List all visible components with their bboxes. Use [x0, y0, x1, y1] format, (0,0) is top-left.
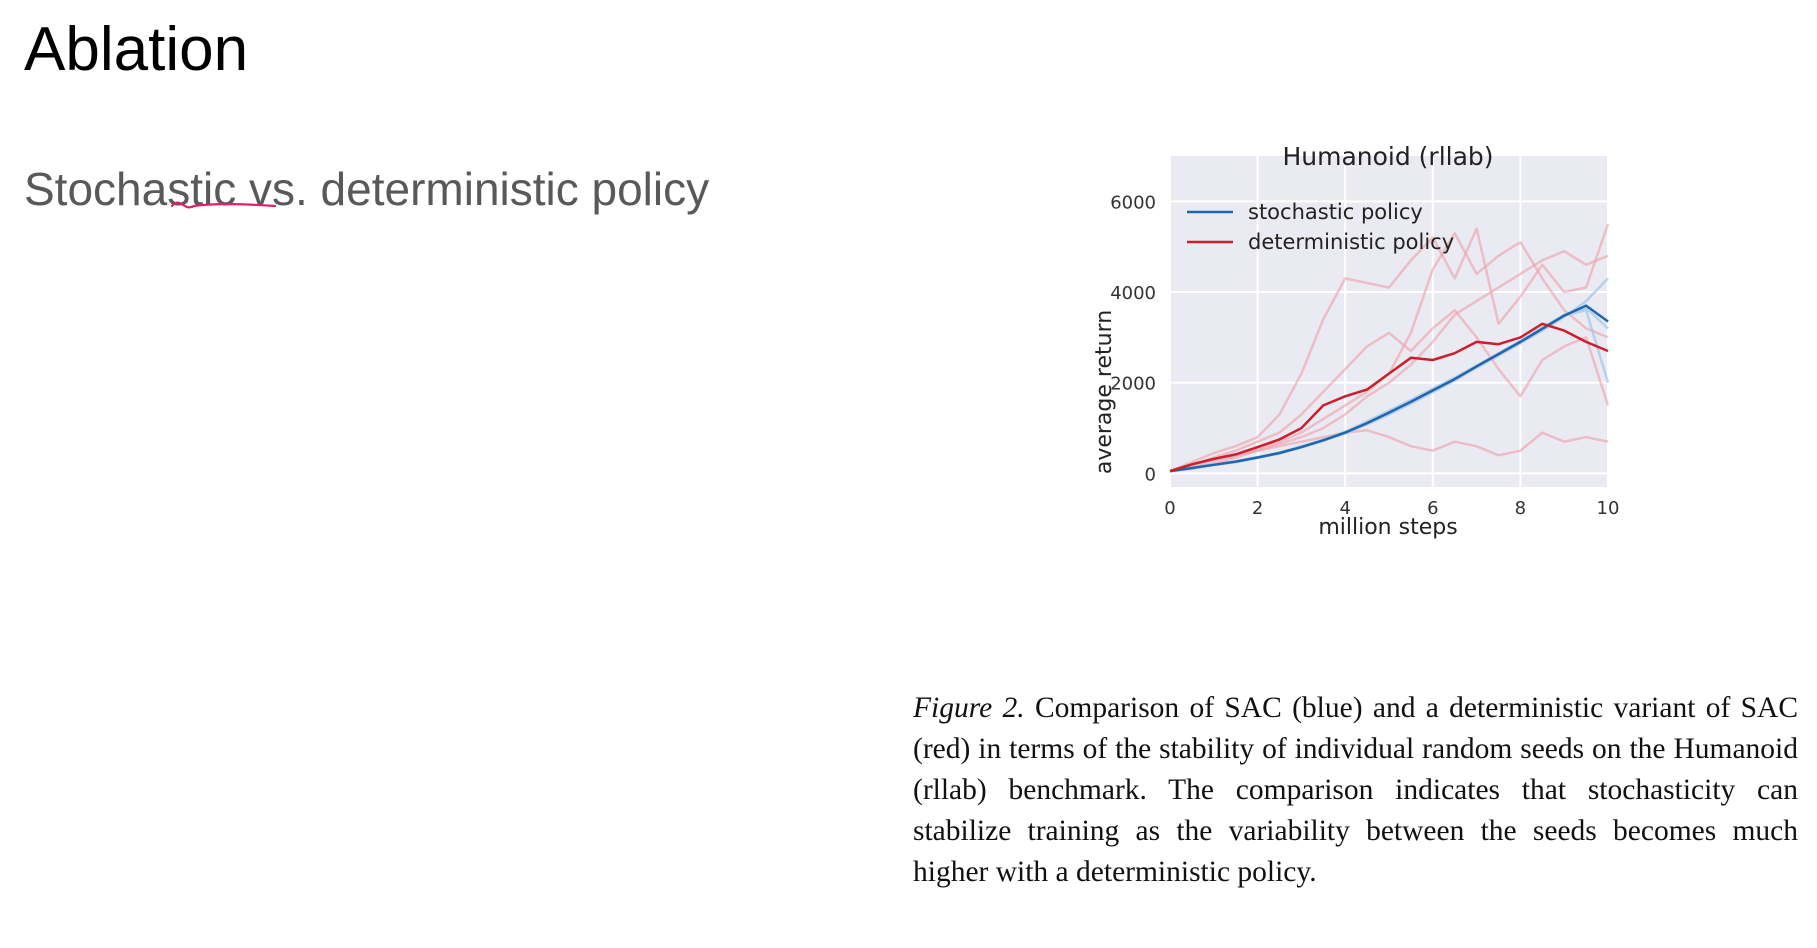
x-axis-label: million steps	[1318, 515, 1457, 540]
figure-caption-text: Comparison of SAC (blue) and a determini…	[913, 692, 1798, 888]
y-tick-label: 2000	[1110, 374, 1156, 395]
chart: 0 2 4 6 8 10 0 2000 4000 6000 Humanoid (rllab) mi…	[1092, 142, 1619, 540]
figure-caption: Figure 2. Comparison of SAC (blue) and a…	[913, 688, 1798, 893]
x-tick-label: 0	[1164, 498, 1175, 519]
x-tick-label: 4	[1339, 498, 1350, 519]
deterministic-seed-line	[1169, 429, 1609, 473]
figure-caption-label: Figure 2.	[913, 692, 1025, 724]
stochastic-mean-line	[1169, 304, 1609, 473]
y-axis-label: average return	[1092, 310, 1117, 474]
deterministic-seed-line	[1169, 308, 1610, 473]
plot-area: 0 2 4 6 8 10 0 2000 4000 6000	[1110, 156, 1619, 519]
pen-underline-annotation	[170, 201, 277, 209]
y-tick-label: 0	[1145, 464, 1156, 485]
legend: stochastic policy deterministic policy	[1187, 200, 1454, 254]
x-tick-label: 10	[1597, 498, 1620, 519]
deterministic-seed-line	[1169, 223, 1610, 473]
x-tick-label: 6	[1427, 498, 1438, 519]
slide-title: Ablation	[24, 15, 249, 84]
x-tick-label: 8	[1515, 498, 1526, 519]
y-tick-label: 6000	[1110, 192, 1156, 213]
deterministic-mean-line	[1169, 322, 1609, 473]
plot-background	[1170, 156, 1608, 487]
legend-label-stochastic: stochastic policy	[1248, 200, 1423, 224]
y-tick-label: 4000	[1110, 283, 1156, 304]
chart-title: Humanoid (rllab)	[1282, 142, 1493, 171]
x-tick-label: 2	[1252, 498, 1263, 519]
legend-label-deterministic: deterministic policy	[1248, 230, 1454, 254]
slide-subtitle: Stochastic vs. deterministic policy	[24, 163, 710, 215]
deterministic-seed-line	[1169, 249, 1609, 473]
